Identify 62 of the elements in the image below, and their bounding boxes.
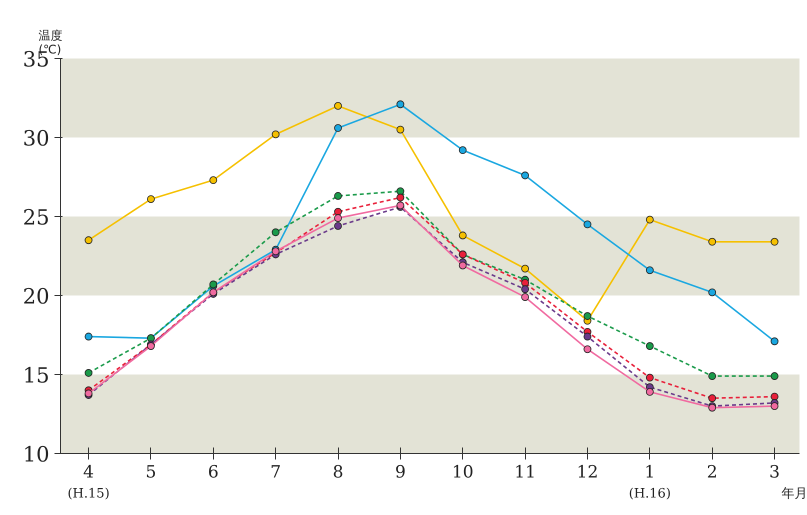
point <box>770 372 778 380</box>
x-tick-label: 11 <box>514 462 536 482</box>
point <box>708 372 716 380</box>
point <box>334 102 342 110</box>
point <box>334 124 342 132</box>
point <box>458 232 467 240</box>
point <box>521 264 530 273</box>
x-tick-label: 3 <box>769 462 780 482</box>
point <box>84 236 92 244</box>
point <box>272 130 280 138</box>
point <box>584 220 592 228</box>
x-axis-title: 年月 <box>782 486 807 502</box>
x-tick-label: 10 <box>452 462 474 482</box>
y-tick-label: 15 <box>22 364 50 388</box>
x-tick-label: 7 <box>270 462 282 482</box>
point <box>770 337 778 346</box>
y-tick-label: 20 <box>22 284 50 308</box>
point <box>84 332 92 340</box>
y-tick-label: 25 <box>22 206 50 230</box>
text: (H.15) <box>67 486 110 502</box>
point <box>334 214 342 222</box>
point <box>708 288 716 296</box>
point <box>272 228 280 236</box>
point <box>521 293 530 301</box>
point <box>209 176 218 184</box>
x-tick-label: 9 <box>394 462 406 482</box>
y-tick-label: 30 <box>22 126 50 150</box>
x-tick-label: 6 <box>208 462 219 482</box>
x-tick-label: 4 <box>83 462 94 482</box>
point <box>396 194 404 202</box>
point <box>584 312 592 320</box>
point <box>770 238 778 246</box>
point <box>396 187 404 196</box>
point <box>584 332 592 340</box>
point <box>334 222 342 230</box>
point <box>147 195 155 204</box>
x-tick-label: 8 <box>332 462 344 482</box>
point <box>584 345 592 354</box>
point <box>646 374 654 382</box>
x-tick-label: 12 <box>576 462 598 482</box>
point <box>84 369 92 377</box>
x-tick-label: 5 <box>146 462 156 482</box>
point <box>708 394 716 402</box>
point <box>334 192 342 200</box>
point <box>396 126 404 134</box>
point <box>458 262 467 270</box>
y-tick-label: 10 <box>22 442 50 466</box>
point <box>521 278 530 287</box>
point <box>396 100 404 108</box>
point <box>521 285 530 294</box>
x-tick-label: 2 <box>706 462 718 482</box>
point <box>458 146 467 154</box>
point <box>646 342 654 350</box>
point <box>646 266 654 274</box>
point <box>521 172 530 180</box>
point <box>646 388 654 396</box>
point <box>334 208 342 216</box>
text: (H.16) <box>628 486 671 502</box>
point <box>708 238 716 246</box>
point <box>646 216 654 224</box>
point <box>770 402 778 410</box>
x-tick-label: 1 <box>644 462 656 482</box>
